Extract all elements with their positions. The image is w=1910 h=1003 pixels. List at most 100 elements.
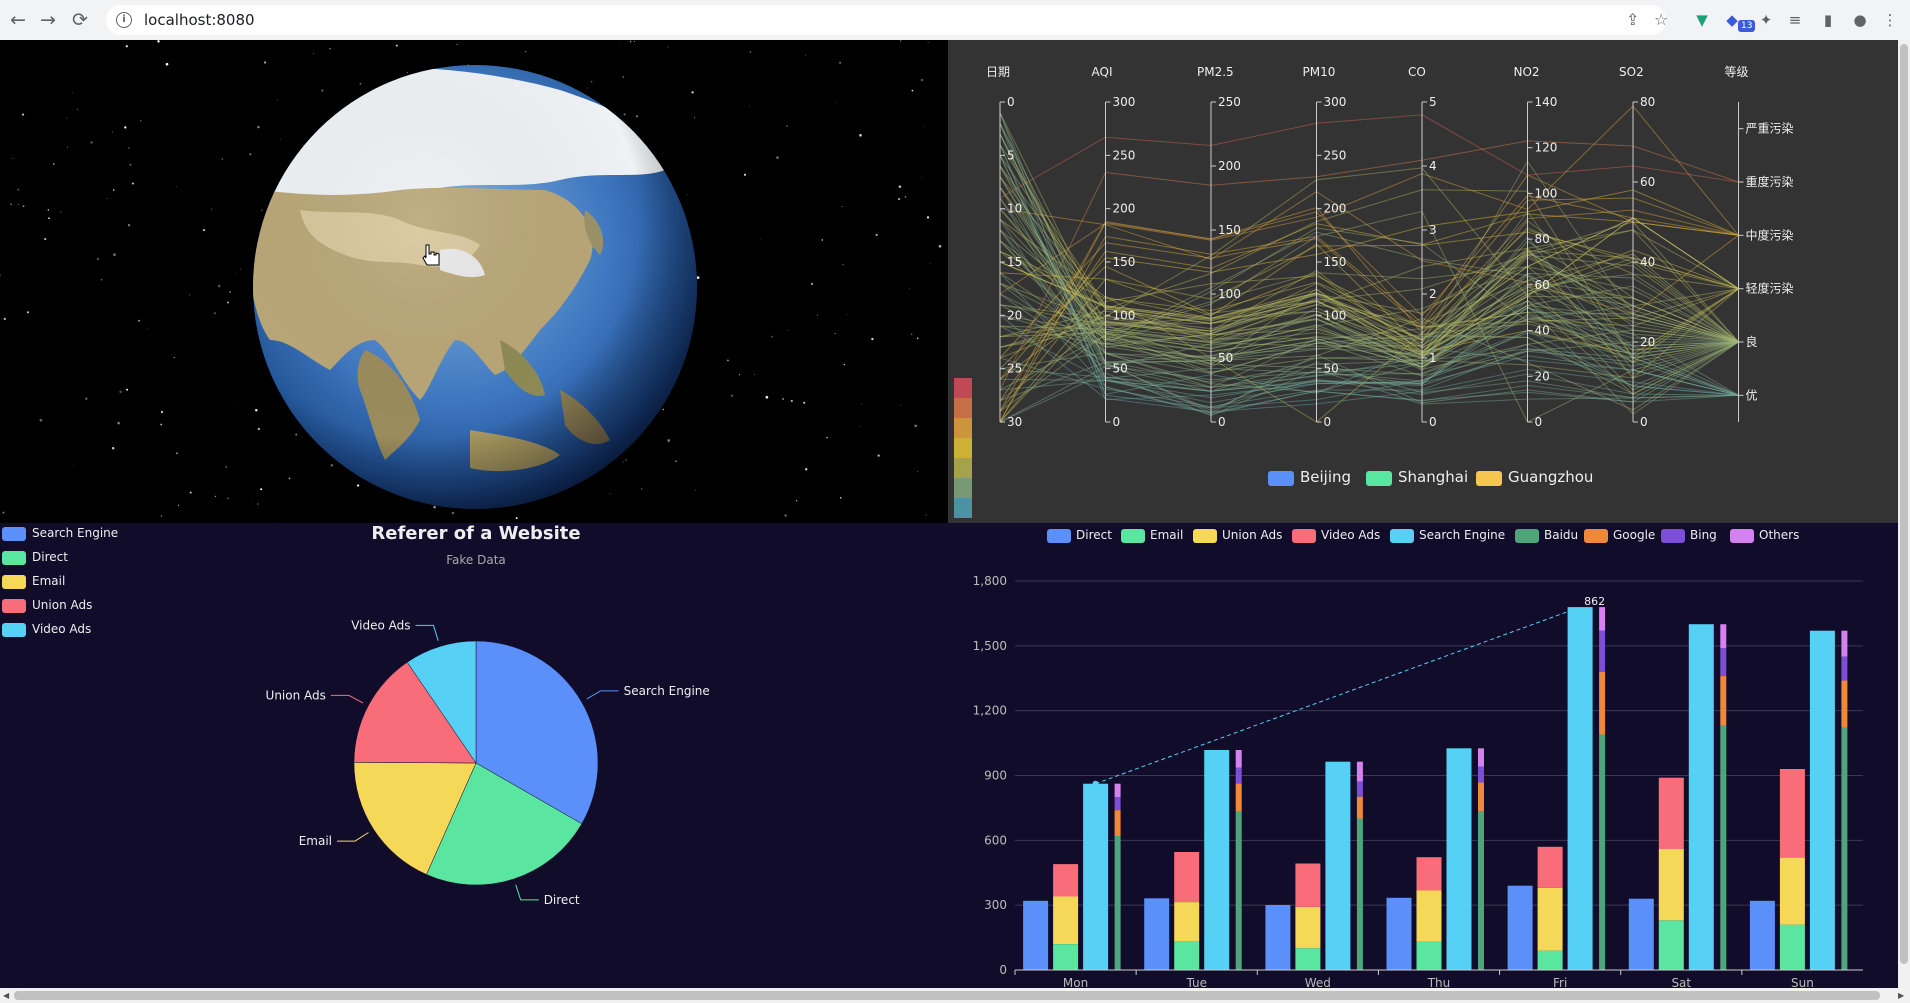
star [900, 404, 902, 406]
star [826, 436, 828, 439]
parallel-line-beijing [999, 123, 1739, 409]
share-icon[interactable]: ⇪ [1626, 10, 1640, 29]
star-icon[interactable]: ☆ [1654, 10, 1669, 29]
axis-tick-label: 50 [1218, 351, 1233, 365]
scroll-right-icon[interactable]: ▶ [1898, 991, 1905, 1000]
bar-video-ads [1174, 852, 1200, 903]
star [909, 288, 910, 289]
star [177, 504, 180, 506]
extension-icon[interactable]: ◆ [1726, 11, 1738, 29]
pie-chart-panel[interactable]: Referer of a Website Fake Data Search En… [0, 523, 948, 988]
bar-email [1658, 920, 1684, 970]
scroll-left-icon[interactable]: ◀ [3, 991, 10, 1000]
vertical-scrollbar-thumb[interactable] [1900, 44, 1908, 964]
parallel-line-beijing [999, 112, 1739, 412]
parallel-line-guangzhou [999, 123, 1739, 388]
axis-tick-label: 5 [1429, 95, 1437, 109]
parallel-line-shanghai [999, 144, 1739, 401]
menu-kebab-icon[interactable]: ⋮ [1882, 11, 1898, 29]
visual-map-segment [954, 378, 972, 398]
parallel-line-beijing [999, 314, 1739, 413]
legend-swatch [2, 527, 26, 541]
bar-bing [1478, 766, 1484, 783]
star [927, 42, 929, 43]
star [629, 40, 632, 43]
horizontal-scrollbar-thumb[interactable] [14, 991, 1880, 1000]
axis-name: AQI [1092, 65, 1113, 79]
star [776, 156, 779, 159]
url-text[interactable]: localhost:8080 [144, 11, 255, 29]
reload-icon[interactable]: ⟳ [72, 9, 88, 31]
parallel-line-shanghai [999, 187, 1739, 364]
forward-icon[interactable]: → [40, 9, 56, 31]
star [407, 72, 409, 73]
star [2, 511, 5, 514]
pie-slice-direct [426, 762, 583, 886]
reading-list-icon[interactable]: ≡ [1788, 11, 1802, 29]
pie-chart[interactable]: Search Engine Direct Email Union Ads Video A… [0, 523, 948, 988]
parallel-line-beijing [999, 325, 1739, 404]
legend-label: Direct [1076, 528, 1112, 542]
bar-google [1114, 810, 1121, 836]
vue-devtools-extension-icon[interactable]: ▼ [1696, 11, 1708, 29]
bar-google [1478, 782, 1484, 812]
legend-swatch [1476, 471, 1502, 486]
puzzle-extensions-icon[interactable]: ✦ [1759, 11, 1773, 29]
globe-panel[interactable] [0, 40, 948, 523]
legend-label: Email [32, 574, 66, 588]
bar-email [1174, 941, 1200, 970]
address-bar[interactable]: i localhost:8080 ⇪ ☆ [106, 5, 1669, 35]
parallel-line-beijing [999, 254, 1739, 343]
bar-chart[interactable]: 0 300 600 900 1,200 1,500 1,800 Mon Tue Wed Thu Fri… [948, 523, 1898, 988]
pie-slice-union-ads [353, 661, 477, 764]
legend-label: Guangzhou [1508, 468, 1594, 486]
bar-search-engine [1446, 748, 1472, 970]
back-icon[interactable]: ← [10, 9, 26, 31]
legend-label: Google [1613, 528, 1656, 542]
star [636, 115, 638, 118]
side-panel-icon[interactable]: ▮ [1823, 11, 1833, 29]
parallel-chart[interactable]: 日期051015202530AQI050100150200250300PM2.5… [948, 40, 1898, 523]
stacked-bar-panel[interactable]: Direct Email Union Ads Video Ads Search … [948, 523, 1898, 988]
star [146, 328, 148, 330]
pie-label: Video Ads [351, 618, 410, 632]
star [173, 357, 175, 359]
legend-swatch [1390, 529, 1414, 543]
star [795, 499, 798, 502]
star [662, 408, 665, 411]
parallel-coordinates-panel[interactable]: 日期 0 5 10 15 20 25 30 AQI 0 50 100 150 200 250 300 PM2.5… [948, 40, 1898, 523]
earth-globe-view[interactable] [0, 40, 948, 523]
axis-tick-label: 100 [1113, 308, 1136, 322]
bar-others [1478, 748, 1484, 767]
star [160, 410, 164, 414]
vertical-scrollbar[interactable] [1898, 40, 1910, 988]
axis-tick-label: 250 [1324, 148, 1347, 162]
star [782, 398, 784, 400]
star [257, 427, 260, 431]
visual-map[interactable] [954, 378, 972, 518]
star [329, 48, 331, 50]
y-tick-label: 1,800 [973, 574, 1007, 588]
mark-line-start [1092, 780, 1099, 787]
star [288, 477, 291, 480]
axis-name: CO [1408, 65, 1426, 79]
bar-others [1599, 607, 1606, 631]
star [131, 182, 134, 185]
star [189, 294, 191, 296]
legend-swatch [1515, 529, 1539, 543]
profile-avatar-icon[interactable]: ● [1853, 11, 1867, 29]
parallel-line-shanghai [999, 317, 1739, 411]
star [696, 276, 700, 279]
bar-union-ads [1416, 890, 1442, 942]
star [730, 394, 733, 397]
axis-tick-label: 150 [1113, 255, 1136, 269]
parallel-line-beijing [999, 133, 1739, 414]
bar-others [1356, 761, 1363, 782]
axis-tick-label: 严重污染 [1746, 121, 1794, 136]
info-icon[interactable]: i [116, 12, 132, 28]
legend-swatch [1661, 529, 1685, 543]
parallel-line-guangzhou [999, 229, 1739, 353]
star [834, 333, 836, 334]
horizontal-scrollbar[interactable]: ◀ ▶ [0, 988, 1910, 1003]
axis-tick-label: 2 [1429, 287, 1437, 301]
